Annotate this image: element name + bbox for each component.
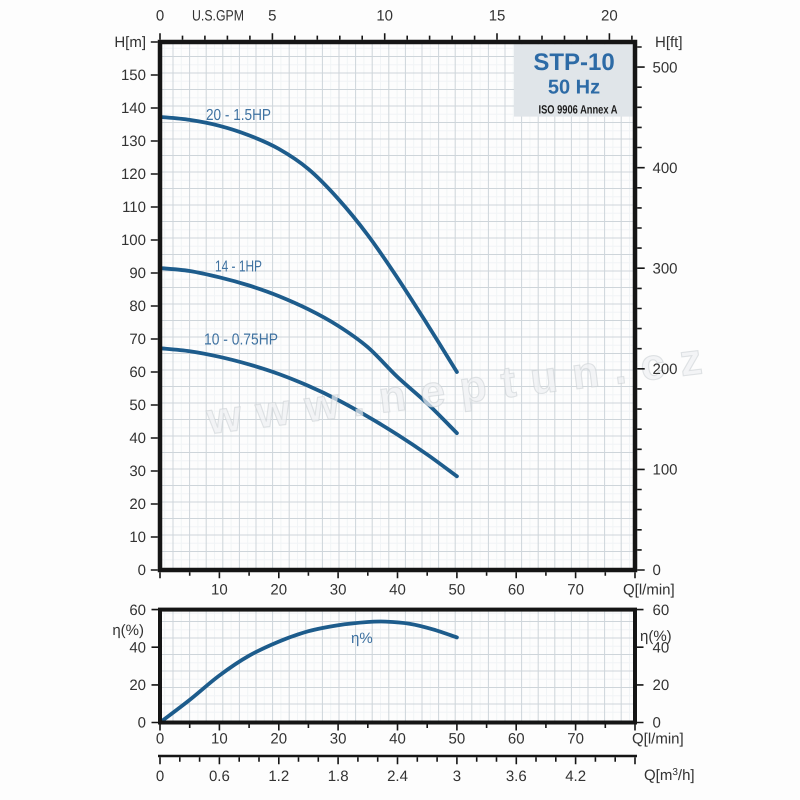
svg-text:0: 0 xyxy=(653,715,661,732)
svg-text:60: 60 xyxy=(653,602,670,619)
svg-text:0: 0 xyxy=(156,768,164,785)
svg-text:90: 90 xyxy=(129,265,146,282)
svg-text:120: 120 xyxy=(121,166,146,183)
svg-text:0: 0 xyxy=(156,731,164,748)
svg-text:10: 10 xyxy=(129,529,146,546)
svg-text:η%: η% xyxy=(351,630,373,647)
svg-text:500: 500 xyxy=(653,59,678,76)
svg-text:40: 40 xyxy=(389,731,406,748)
svg-text:0: 0 xyxy=(138,562,146,579)
svg-text:4.2: 4.2 xyxy=(565,768,586,785)
svg-text:100: 100 xyxy=(653,462,678,479)
svg-text:ISO 9906 Annex A: ISO 9906 Annex A xyxy=(539,103,618,117)
svg-text:50 Hz: 50 Hz xyxy=(548,77,600,99)
svg-text:0: 0 xyxy=(653,562,661,579)
svg-text:140: 140 xyxy=(121,100,146,117)
svg-text:14 - 1HP: 14 - 1HP xyxy=(215,259,262,276)
svg-text:2.4: 2.4 xyxy=(387,768,408,785)
svg-text:20: 20 xyxy=(653,677,670,694)
svg-text:10: 10 xyxy=(211,582,228,599)
svg-text:0: 0 xyxy=(156,8,164,25)
svg-text:20: 20 xyxy=(129,496,146,513)
svg-text:70: 70 xyxy=(129,331,146,348)
svg-text:20: 20 xyxy=(270,582,287,599)
svg-text:10 - 0.75HP: 10 - 0.75HP xyxy=(204,332,278,349)
svg-text:0: 0 xyxy=(138,715,146,732)
svg-text:40: 40 xyxy=(129,430,146,447)
svg-text:60: 60 xyxy=(508,731,525,748)
svg-text:20: 20 xyxy=(129,677,146,694)
svg-text:70: 70 xyxy=(567,731,584,748)
svg-text:Q[l/min]: Q[l/min] xyxy=(632,731,684,748)
svg-text:60: 60 xyxy=(129,602,146,619)
svg-text:40: 40 xyxy=(129,639,146,656)
svg-text:20: 20 xyxy=(270,731,287,748)
svg-text:60: 60 xyxy=(508,582,525,599)
svg-text:20 - 1.5HP: 20 - 1.5HP xyxy=(206,107,271,124)
svg-text:200: 200 xyxy=(653,361,678,378)
svg-text:η(%): η(%) xyxy=(112,622,144,639)
svg-text:U.S.GPM: U.S.GPM xyxy=(192,8,244,25)
svg-text:70: 70 xyxy=(567,582,584,599)
svg-text:300: 300 xyxy=(653,260,678,277)
svg-text:15: 15 xyxy=(489,8,506,25)
svg-text:H[ft]: H[ft] xyxy=(655,34,683,51)
svg-text:1.2: 1.2 xyxy=(268,768,289,785)
svg-text:3.6: 3.6 xyxy=(506,768,527,785)
svg-text:0.6: 0.6 xyxy=(209,768,230,785)
svg-text:50: 50 xyxy=(449,731,466,748)
svg-text:1.8: 1.8 xyxy=(328,768,349,785)
svg-text:150: 150 xyxy=(121,67,146,84)
svg-text:3: 3 xyxy=(453,768,461,785)
svg-text:Q[m3/h]: Q[m3/h] xyxy=(644,767,695,784)
svg-text:20: 20 xyxy=(601,8,618,25)
svg-text:60: 60 xyxy=(129,364,146,381)
svg-text:400: 400 xyxy=(653,160,678,177)
svg-text:110: 110 xyxy=(122,199,146,216)
svg-text:H[m]: H[m] xyxy=(114,34,146,51)
svg-text:40: 40 xyxy=(389,582,406,599)
svg-text:50: 50 xyxy=(129,397,146,414)
svg-text:30: 30 xyxy=(330,582,347,599)
svg-text:50: 50 xyxy=(449,582,466,599)
svg-text:η(%): η(%) xyxy=(640,628,672,645)
svg-text:Q[l/min]: Q[l/min] xyxy=(623,582,675,599)
svg-text:130: 130 xyxy=(121,133,146,150)
svg-text:STP-10: STP-10 xyxy=(533,49,614,76)
svg-text:40: 40 xyxy=(653,639,670,656)
svg-text:30: 30 xyxy=(330,731,347,748)
svg-text:80: 80 xyxy=(129,298,146,315)
svg-text:5: 5 xyxy=(268,8,276,25)
svg-text:30: 30 xyxy=(129,463,146,480)
svg-text:100: 100 xyxy=(121,232,146,249)
svg-text:10: 10 xyxy=(376,8,393,25)
svg-text:10: 10 xyxy=(211,731,228,748)
